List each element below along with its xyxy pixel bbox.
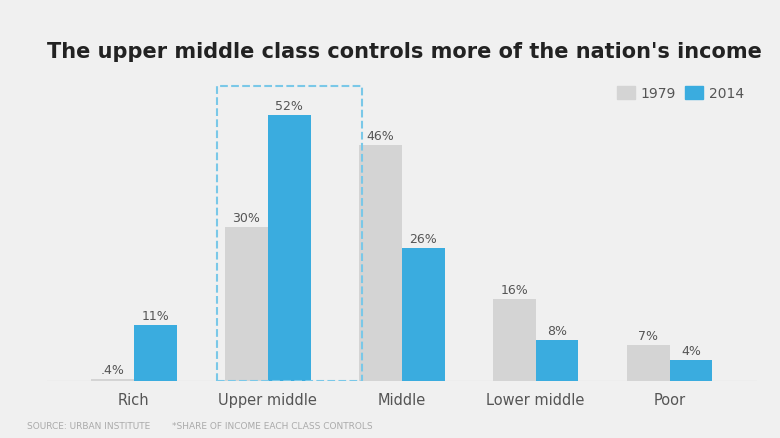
Text: 52%: 52% bbox=[275, 99, 303, 112]
Text: SOURCE: URBAN INSTITUTE: SOURCE: URBAN INSTITUTE bbox=[27, 421, 151, 430]
Legend: 1979, 2014: 1979, 2014 bbox=[611, 81, 750, 106]
Text: The upper middle class controls more of the nation's income: The upper middle class controls more of … bbox=[47, 42, 762, 62]
Bar bbox=[268, 115, 310, 381]
Text: .4%: .4% bbox=[101, 363, 124, 376]
Bar bbox=[536, 340, 579, 381]
Bar bbox=[626, 345, 669, 381]
Text: 8%: 8% bbox=[547, 324, 567, 337]
Text: 26%: 26% bbox=[410, 232, 437, 245]
Bar bbox=[402, 248, 445, 381]
Text: 30%: 30% bbox=[232, 212, 261, 225]
Text: 11%: 11% bbox=[141, 309, 169, 322]
Text: 4%: 4% bbox=[681, 345, 701, 357]
Bar bbox=[91, 379, 134, 381]
Bar bbox=[669, 360, 712, 381]
Text: 16%: 16% bbox=[500, 283, 528, 296]
Text: 7%: 7% bbox=[638, 329, 658, 342]
Bar bbox=[134, 325, 177, 381]
Bar bbox=[359, 146, 402, 381]
Text: 46%: 46% bbox=[367, 130, 394, 143]
Bar bbox=[225, 228, 268, 381]
Bar bbox=[493, 299, 536, 381]
Text: *SHARE OF INCOME EACH CLASS CONTROLS: *SHARE OF INCOME EACH CLASS CONTROLS bbox=[172, 421, 372, 430]
